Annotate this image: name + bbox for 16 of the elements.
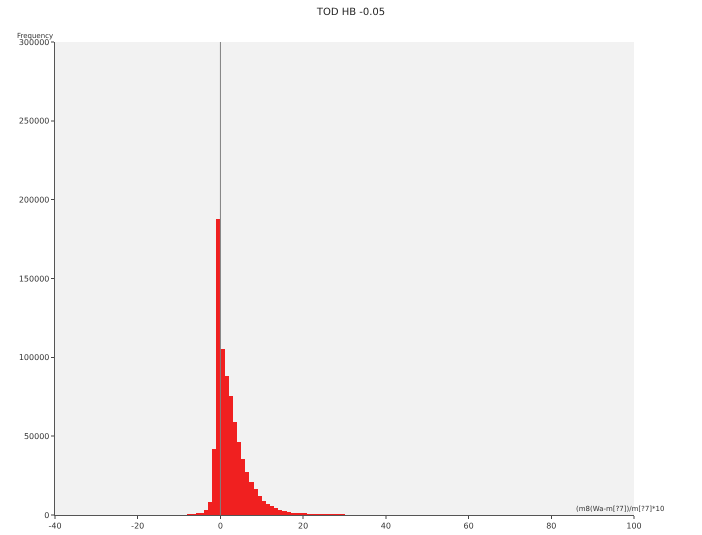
x-tick-label: 20: [298, 522, 308, 531]
y-tick-label: 250000: [18, 116, 50, 126]
x-tick-label: 0: [218, 522, 223, 531]
x-tick-label: 60: [463, 522, 474, 531]
x-tick-label: 80: [546, 522, 556, 531]
y-tick-label: 0: [44, 510, 50, 520]
x-tick-label: -40: [48, 522, 62, 531]
y-tick-label: 300000: [18, 38, 50, 47]
x-tick-label: -20: [131, 522, 144, 531]
y-tick-label: 200000: [18, 195, 50, 204]
y-tick-label: 50000: [24, 432, 50, 441]
y-tick-label: 100000: [18, 353, 50, 362]
x-tick-label: 40: [380, 522, 391, 531]
y-tick-label: 150000: [18, 274, 50, 284]
x-tick-label: 100: [626, 522, 642, 531]
chart-title: TOD HB -0.05: [316, 7, 386, 18]
